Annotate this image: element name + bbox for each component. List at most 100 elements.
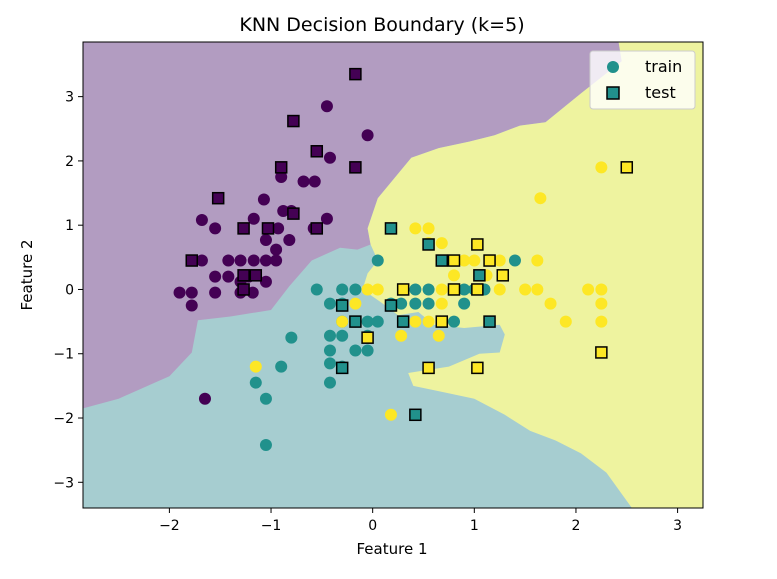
train-point xyxy=(195,214,208,227)
legend-test-label: test xyxy=(645,83,676,102)
train-point xyxy=(361,129,374,142)
test-point xyxy=(396,283,410,296)
test-point xyxy=(335,299,349,312)
train-point xyxy=(371,254,384,267)
train-point xyxy=(336,283,349,296)
train-point xyxy=(336,315,349,328)
y-axis-label: Feature 2 xyxy=(18,240,36,311)
test-point xyxy=(349,315,362,328)
test-point xyxy=(211,191,225,205)
train-point xyxy=(185,286,198,299)
legend-train-marker xyxy=(607,61,619,73)
train-point xyxy=(409,283,422,296)
train-point xyxy=(531,283,544,296)
test-point xyxy=(447,283,461,296)
train-point xyxy=(310,283,323,296)
x-tick-label: 0 xyxy=(368,518,377,534)
train-point xyxy=(283,233,296,246)
test-point xyxy=(471,238,484,251)
train-point xyxy=(349,297,362,310)
train-point xyxy=(508,254,521,267)
train-point xyxy=(323,376,336,389)
train-point xyxy=(559,315,572,328)
train-point xyxy=(435,297,448,310)
class-2-region xyxy=(362,42,703,508)
y-axis-ticks: −3 −2 −1 0 1 2 3 xyxy=(53,90,83,491)
train-point xyxy=(259,275,272,288)
train-point xyxy=(249,376,262,389)
train-point xyxy=(222,270,235,283)
train-point xyxy=(285,331,298,344)
train-point xyxy=(595,315,608,328)
train-point xyxy=(595,283,608,296)
train-point xyxy=(323,344,336,357)
test-point xyxy=(471,283,484,296)
train-point xyxy=(323,151,336,164)
test-point xyxy=(361,331,374,344)
train-point xyxy=(371,315,384,328)
train-point xyxy=(259,392,272,405)
test-point xyxy=(349,67,362,81)
train-point xyxy=(458,297,471,310)
test-point xyxy=(422,238,435,251)
train-point xyxy=(222,254,235,267)
train-point xyxy=(409,315,422,328)
test-point xyxy=(310,222,324,235)
train-point xyxy=(544,297,557,310)
train-point xyxy=(320,100,333,113)
train-point xyxy=(349,344,362,357)
y-tick-label: 1 xyxy=(65,218,74,234)
train-point xyxy=(173,286,186,299)
train-point xyxy=(422,297,435,310)
train-point xyxy=(534,192,547,205)
train-point xyxy=(247,254,260,267)
train-point xyxy=(275,360,288,373)
x-axis-ticks: −2 −1 0 1 2 3 xyxy=(159,508,682,534)
train-point xyxy=(249,360,262,373)
y-tick-label: −3 xyxy=(53,475,74,491)
train-point xyxy=(371,283,384,296)
y-tick-label: 3 xyxy=(65,90,74,106)
train-point xyxy=(422,315,435,328)
train-point xyxy=(432,329,445,342)
test-point xyxy=(396,315,410,328)
train-point xyxy=(323,357,336,370)
train-point xyxy=(270,243,283,256)
train-point xyxy=(270,254,283,267)
train-point xyxy=(395,297,408,310)
test-point xyxy=(287,114,300,128)
watermark-text: 掘金技术社区 @ aicoting xyxy=(504,535,760,560)
test-point xyxy=(310,145,324,158)
train-point xyxy=(447,269,460,282)
test-point xyxy=(384,299,398,312)
train-point xyxy=(582,283,595,296)
train-point xyxy=(209,222,222,235)
train-point xyxy=(308,175,321,188)
train-point xyxy=(247,212,260,225)
test-point xyxy=(237,269,250,282)
chart-title: KNN Decision Boundary (k=5) xyxy=(239,14,524,36)
train-point xyxy=(320,212,333,225)
test-point xyxy=(185,254,199,267)
test-point xyxy=(422,361,435,375)
plot-frame xyxy=(82,41,704,509)
legend-test-marker xyxy=(606,86,620,100)
train-point xyxy=(493,283,506,296)
train-point xyxy=(275,170,288,183)
train-point xyxy=(323,329,336,342)
class-0-region xyxy=(83,42,703,409)
x-tick-label: 3 xyxy=(673,518,682,534)
legend-train-label: train xyxy=(645,57,682,76)
train-point xyxy=(297,175,310,188)
test-point xyxy=(473,269,486,282)
test-point xyxy=(274,161,288,174)
train-point xyxy=(468,254,481,267)
train-point xyxy=(422,222,435,235)
test-point xyxy=(349,161,362,174)
test-point xyxy=(237,283,250,296)
test-point xyxy=(237,222,250,235)
test-point xyxy=(620,161,634,174)
test-point xyxy=(595,346,608,359)
test-point xyxy=(447,254,461,267)
train-point xyxy=(234,254,247,267)
